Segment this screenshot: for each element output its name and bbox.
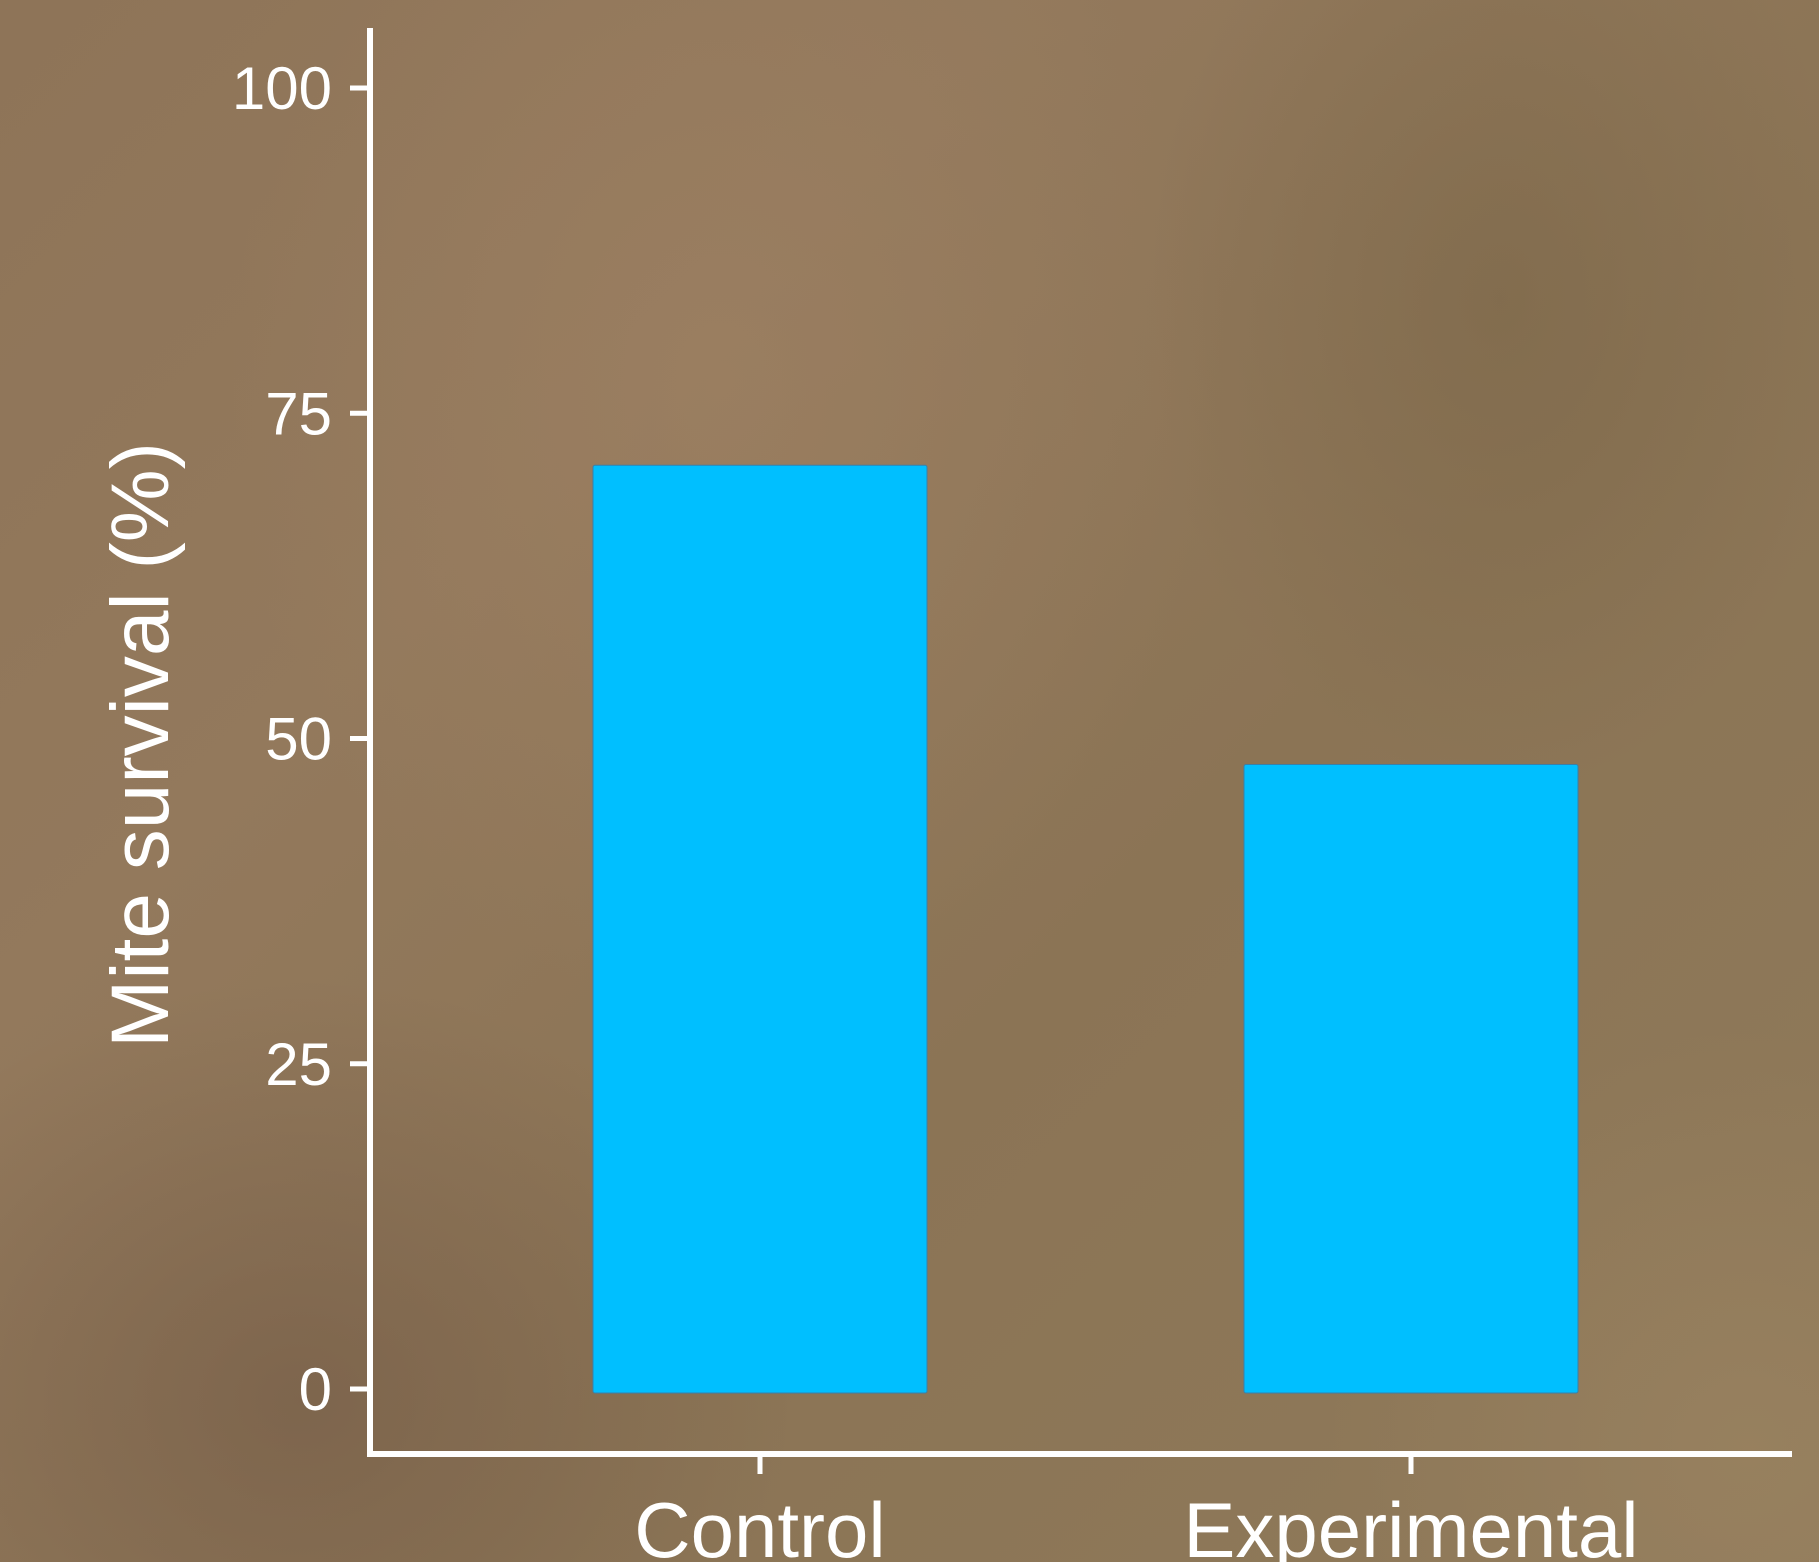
x-tick-label-control: Control: [634, 1486, 885, 1562]
x-tick-label-experimental: Experimental: [1183, 1486, 1638, 1562]
y-tick-label: 25: [265, 1031, 332, 1098]
x-axis: Control Experimental: [367, 1451, 1792, 1562]
y-tick-label: 100: [232, 55, 332, 122]
bars-group: [592, 464, 1579, 1394]
bar-control: [592, 464, 928, 1394]
bar-experimental: [1243, 764, 1579, 1394]
y-axis: 0 25 50 75 100: [232, 28, 373, 1454]
y-tick-label: 75: [265, 380, 332, 447]
y-axis-title: Mite survival (%): [95, 442, 186, 1048]
y-tick-label: 0: [299, 1356, 332, 1423]
y-tick-label: 50: [265, 706, 332, 773]
